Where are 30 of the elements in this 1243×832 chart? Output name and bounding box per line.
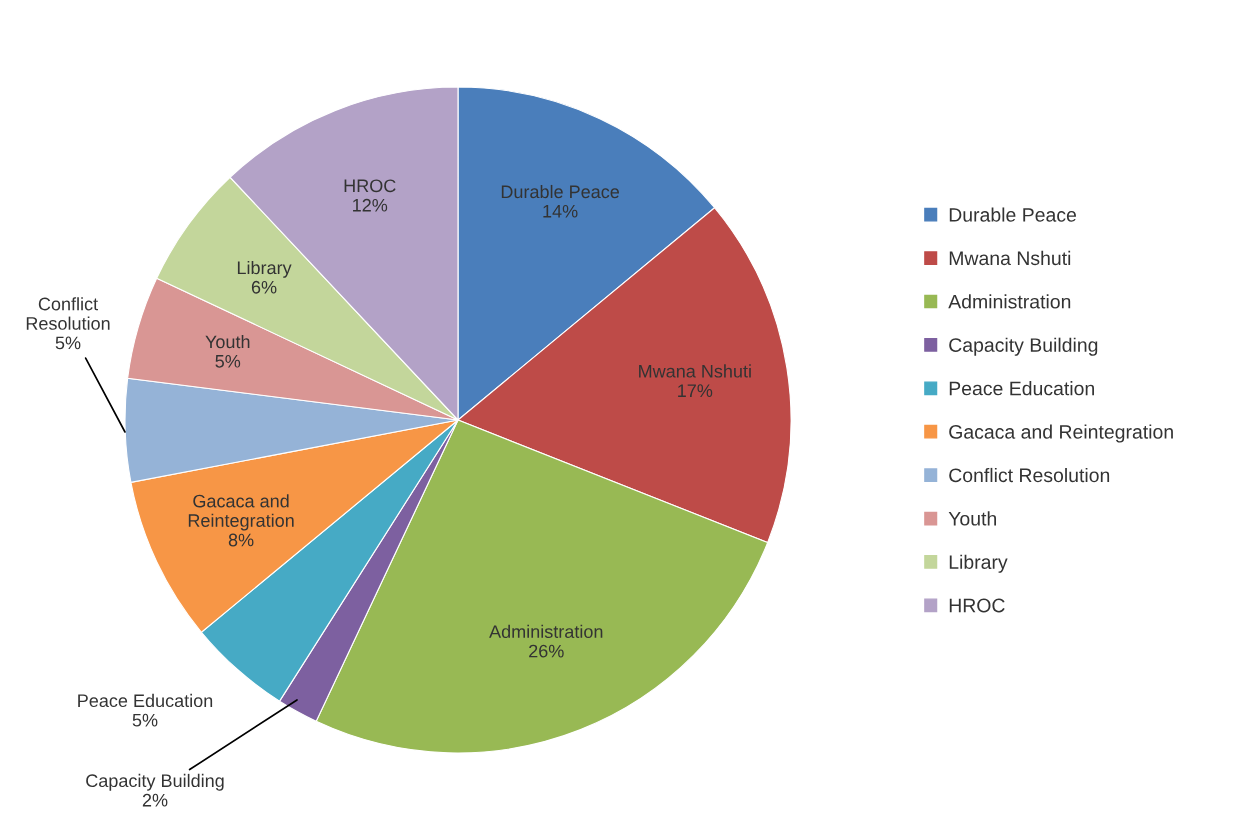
data-label: 6%	[251, 280, 277, 294]
data-label: 26%	[529, 644, 564, 658]
slice-label: Youth	[205, 334, 250, 349]
legend-label: Gacaca and Reintegration	[949, 424, 1173, 443]
slice-label: Capacity Building	[86, 773, 224, 791]
legend-label: HROC	[949, 598, 1005, 613]
slice-label: Mwana Nshuti	[639, 364, 751, 378]
legend-label: Conflict Resolution	[949, 467, 1110, 483]
slice-label: Conflict Resolution	[26, 297, 110, 330]
legend-label: Mwana Nshuti	[949, 250, 1071, 266]
data-label: 5%	[132, 713, 158, 727]
legend-label: Administration	[948, 294, 1071, 309]
slice-label: Administration	[489, 624, 603, 639]
slice-label: Library	[237, 260, 292, 278]
legend-label: Durable Peace	[949, 207, 1076, 222]
legend-label: Peace Education	[949, 381, 1094, 396]
data-label: 17%	[678, 384, 713, 397]
legend-label: Youth	[948, 511, 996, 526]
slice-label: Durable Peace	[501, 184, 620, 199]
data-label: 8%	[228, 533, 254, 547]
slice-label: HROC	[344, 179, 396, 193]
legend-label: Capacity Building	[949, 337, 1098, 356]
data-label: 2%	[142, 793, 168, 807]
slice-label: Peace Education	[78, 693, 213, 708]
data-label: 14%	[543, 204, 578, 218]
data-label: 5%	[55, 336, 81, 350]
slice-label: Gacaca and Reintegration	[188, 494, 294, 531]
data-label: 5%	[215, 354, 241, 368]
data-label: 12%	[353, 198, 388, 212]
legend-label: Library	[949, 554, 1008, 573]
